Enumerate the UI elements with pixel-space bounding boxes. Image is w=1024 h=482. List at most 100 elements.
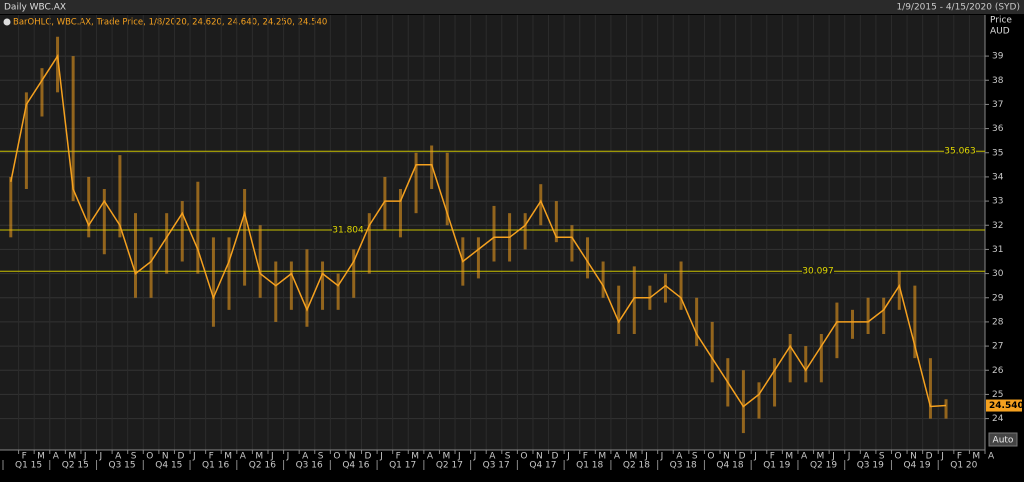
- quarter-tick-label: Q3 15: [109, 461, 136, 471]
- x-tick-label: N: [536, 452, 543, 462]
- x-tick-label: O: [146, 452, 153, 462]
- last-price-tag: [986, 399, 1022, 412]
- y-tick-label: 38: [992, 76, 1004, 86]
- x-tick-label: D: [365, 452, 372, 462]
- quarter-tick-label: Q4 19: [903, 461, 930, 471]
- x-tick-label: J: [831, 452, 835, 462]
- x-tick-label: A: [302, 452, 309, 462]
- x-tick-label: O: [520, 452, 527, 462]
- x-tick-label: J: [83, 452, 87, 462]
- x-tick-label: J: [940, 452, 944, 462]
- auto-button[interactable]: [988, 432, 1018, 447]
- x-tick-label: N: [349, 452, 356, 462]
- quarter-tick-label: Q2 17: [436, 461, 463, 471]
- quarter-tick-label: Q1 19: [763, 461, 790, 471]
- legend-icon: [3, 18, 11, 26]
- y-axis-title: AUD: [990, 27, 1010, 37]
- quarter-tick-label: Q2 15: [62, 461, 89, 471]
- x-tick-label: S: [318, 452, 324, 462]
- x-tick-label: S: [131, 452, 137, 462]
- y-tick-label: 32: [992, 221, 1003, 231]
- x-tick-label: D: [739, 452, 746, 462]
- x-tick-label: A: [427, 452, 434, 462]
- horizontal-line-label-bg: [802, 265, 834, 277]
- x-tick-label: M: [972, 452, 980, 462]
- x-tick-label: J: [660, 452, 664, 462]
- x-tick-label: A: [240, 452, 247, 462]
- quarter-tick-label: Q2 19: [810, 461, 837, 471]
- chart-title: Daily WBC.AX: [4, 3, 66, 13]
- quarter-tick-label: Q4 18: [716, 461, 743, 471]
- x-tick-label: O: [707, 452, 714, 462]
- x-tick-label: F: [583, 452, 588, 462]
- x-tick-label: A: [489, 452, 496, 462]
- quarter-tick-label: Q4 16: [342, 461, 369, 471]
- x-tick-label: A: [863, 452, 870, 462]
- x-tick-label: O: [894, 452, 901, 462]
- x-tick-label: F: [957, 452, 962, 462]
- quarter-tick-label: Q2 16: [249, 461, 276, 471]
- horizontal-line-label-bg: [332, 223, 364, 235]
- x-tick-label: N: [162, 452, 169, 462]
- x-tick-label: O: [333, 452, 340, 462]
- x-tick-label: J: [379, 452, 383, 462]
- quarter-tick-label: Q4 15: [155, 461, 182, 471]
- x-tick-label: M: [817, 452, 825, 462]
- x-tick-label: M: [224, 452, 232, 462]
- x-tick-label: M: [255, 452, 263, 462]
- x-tick-label: J: [192, 452, 196, 462]
- x-tick-label: A: [988, 452, 995, 462]
- x-tick-label: J: [566, 452, 570, 462]
- quarter-tick-label: Q3 16: [296, 461, 323, 471]
- x-tick-label: F: [22, 452, 27, 462]
- horizontal-line-label: 30.097: [802, 267, 834, 277]
- y-axis-title: Price: [990, 16, 1012, 26]
- y-tick-label: 24: [992, 414, 1004, 424]
- x-tick-label: M: [598, 452, 606, 462]
- quarter-tick-label: Q1 16: [202, 461, 229, 471]
- x-tick-label: F: [770, 452, 775, 462]
- x-tick-label: F: [396, 452, 401, 462]
- x-tick-label: A: [53, 452, 60, 462]
- y-tick-label: 37: [992, 100, 1003, 110]
- x-tick-label: J: [644, 452, 648, 462]
- y-tick-label: 25: [992, 390, 1003, 400]
- x-tick-label: M: [68, 452, 76, 462]
- y-tick-label: 33: [992, 197, 1003, 207]
- quarter-tick-label: Q1 20: [950, 461, 977, 471]
- y-tick-label: 29: [992, 293, 1004, 303]
- x-tick-label: A: [676, 452, 683, 462]
- quarter-tick-label: Q1 18: [576, 461, 603, 471]
- y-tick-label: 35: [992, 148, 1003, 158]
- x-tick-label: J: [753, 452, 757, 462]
- x-tick-label: A: [801, 452, 808, 462]
- x-tick-label: M: [629, 452, 637, 462]
- x-tick-label: D: [177, 452, 184, 462]
- x-tick-label: M: [785, 452, 793, 462]
- y-tick-label: 36: [992, 124, 1004, 134]
- x-tick-label: F: [209, 452, 214, 462]
- horizontal-line-label: 35.063: [944, 147, 976, 157]
- x-tick-label: A: [614, 452, 621, 462]
- date-range: 1/9/2015 - 4/15/2020 (SYD): [896, 3, 1020, 13]
- x-tick-label: M: [442, 452, 450, 462]
- y-tick-label: 34: [992, 172, 1004, 182]
- horizontal-line-label: 31.804: [332, 225, 364, 235]
- x-tick-label: N: [910, 452, 917, 462]
- x-tick-label: J: [457, 452, 461, 462]
- last-price-label: 24.540: [989, 401, 1024, 411]
- quarter-tick-label: Q3 18: [670, 461, 697, 471]
- x-tick-label: S: [692, 452, 698, 462]
- y-tick-label: 30: [992, 269, 1004, 279]
- quarter-tick-label: Q1 15: [15, 461, 42, 471]
- x-tick-label: J: [99, 452, 103, 462]
- auto-button-label[interactable]: Auto: [993, 436, 1014, 446]
- quarter-tick-label: Q1 17: [389, 461, 416, 471]
- header-bar: [0, 0, 1024, 14]
- x-tick-label: M: [411, 452, 419, 462]
- x-tick-label: D: [926, 452, 933, 462]
- y-tick-label: 28: [992, 317, 1004, 327]
- x-tick-label: A: [115, 452, 122, 462]
- x-tick-label: M: [37, 452, 45, 462]
